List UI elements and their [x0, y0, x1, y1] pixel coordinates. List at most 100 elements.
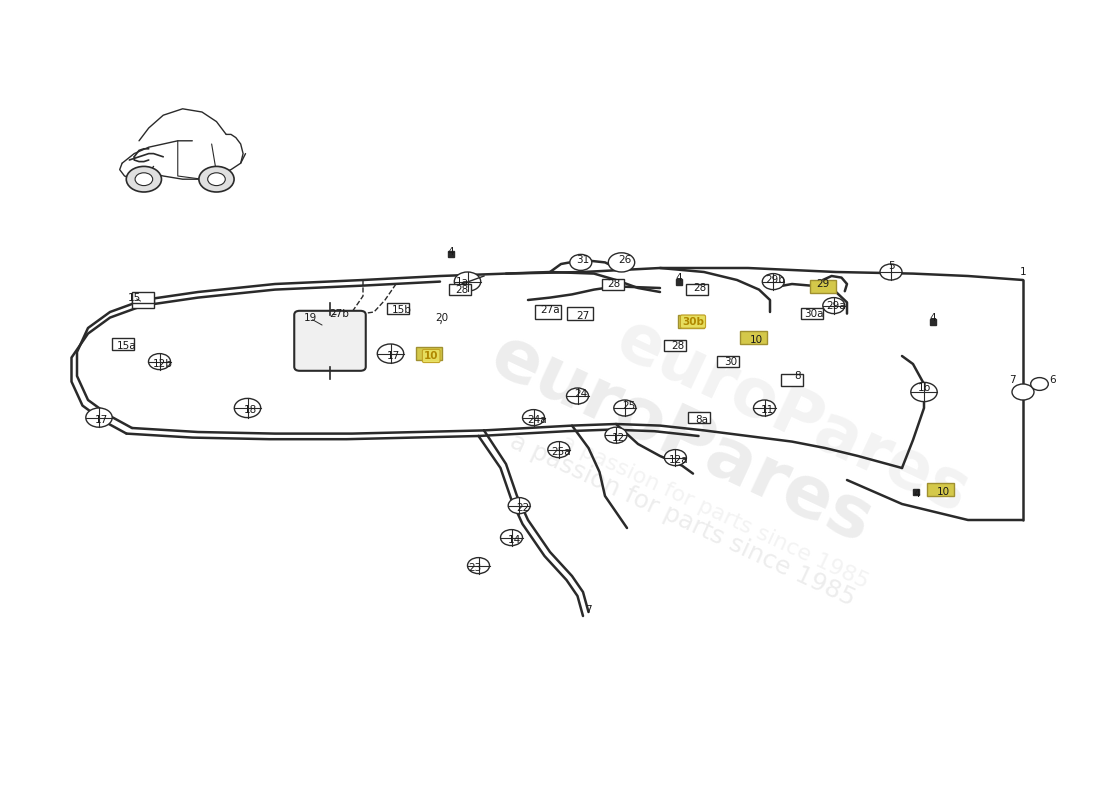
Text: 19: 19: [304, 314, 317, 323]
Circle shape: [454, 272, 481, 291]
Circle shape: [468, 558, 490, 574]
Circle shape: [234, 398, 261, 418]
Circle shape: [911, 382, 937, 402]
Bar: [927, 483, 954, 496]
Text: 28: 28: [693, 283, 706, 293]
Text: 20: 20: [436, 314, 449, 323]
Text: 8a: 8a: [695, 415, 708, 425]
Text: 1: 1: [1020, 267, 1026, 277]
Circle shape: [86, 408, 112, 427]
Text: 29b: 29b: [766, 275, 785, 285]
Circle shape: [762, 274, 784, 290]
Text: 10: 10: [750, 335, 763, 345]
Circle shape: [208, 173, 226, 186]
Text: a passion for parts since 1985: a passion for parts since 1985: [506, 429, 858, 611]
Circle shape: [566, 388, 588, 404]
Text: 28: 28: [671, 341, 684, 350]
Text: 12a: 12a: [669, 455, 689, 465]
Bar: [686, 284, 708, 295]
Circle shape: [126, 166, 162, 192]
Text: 11: 11: [761, 405, 774, 414]
Circle shape: [880, 264, 902, 280]
Bar: [535, 306, 561, 318]
Text: 17: 17: [387, 351, 400, 361]
Text: 12b: 12b: [153, 359, 173, 369]
Text: 8: 8: [794, 371, 801, 381]
Circle shape: [199, 166, 234, 192]
Circle shape: [1031, 378, 1048, 390]
Circle shape: [664, 450, 686, 466]
Bar: [740, 331, 767, 344]
Circle shape: [522, 410, 544, 426]
Bar: [449, 284, 471, 295]
Bar: [112, 338, 134, 350]
Circle shape: [135, 173, 153, 186]
Bar: [688, 412, 710, 423]
Text: 4: 4: [448, 247, 454, 257]
Bar: [664, 340, 686, 351]
Bar: [132, 297, 154, 308]
Text: 29: 29: [816, 279, 829, 289]
Circle shape: [754, 400, 776, 416]
Text: 30a: 30a: [804, 309, 824, 318]
Text: 24a: 24a: [527, 415, 547, 425]
Text: 15a: 15a: [117, 341, 136, 350]
Text: 25: 25: [623, 402, 636, 411]
Text: 1b: 1b: [917, 383, 931, 393]
Text: 5: 5: [888, 262, 894, 271]
Text: 27: 27: [576, 311, 590, 321]
Text: 23: 23: [469, 563, 482, 573]
Text: 27a: 27a: [540, 306, 560, 315]
Circle shape: [548, 442, 570, 458]
Text: 10: 10: [424, 351, 439, 361]
Bar: [810, 280, 836, 293]
Bar: [717, 356, 739, 367]
Circle shape: [570, 254, 592, 270]
Bar: [132, 292, 154, 303]
Bar: [416, 347, 442, 360]
Circle shape: [605, 427, 627, 443]
Bar: [801, 308, 823, 319]
Text: 10: 10: [937, 487, 950, 497]
Text: euroPares: euroPares: [481, 322, 883, 558]
FancyBboxPatch shape: [294, 311, 365, 371]
Text: 30b: 30b: [682, 317, 704, 326]
Text: 24: 24: [574, 389, 587, 398]
Text: 31: 31: [576, 255, 590, 265]
Circle shape: [148, 354, 170, 370]
Text: 15: 15: [128, 293, 141, 302]
Circle shape: [1012, 384, 1034, 400]
Text: 18: 18: [244, 406, 257, 415]
Circle shape: [823, 298, 845, 314]
Bar: [566, 307, 593, 320]
Text: 25a: 25a: [551, 447, 571, 457]
Text: 1a: 1a: [455, 277, 469, 286]
Text: a passion for parts since 1985: a passion for parts since 1985: [558, 432, 872, 592]
Circle shape: [508, 498, 530, 514]
Text: 26: 26: [618, 255, 631, 265]
Text: 29a: 29a: [826, 301, 846, 310]
Circle shape: [614, 400, 636, 416]
Bar: [602, 279, 624, 290]
Text: 28: 28: [455, 285, 469, 294]
Text: 4: 4: [930, 314, 936, 323]
Text: 7: 7: [1009, 375, 1015, 385]
Circle shape: [377, 344, 404, 363]
Text: 6: 6: [1049, 375, 1056, 385]
Text: 4: 4: [675, 274, 682, 283]
Bar: [678, 315, 704, 328]
Text: 30: 30: [724, 357, 737, 366]
Bar: [387, 303, 409, 314]
Circle shape: [500, 530, 522, 546]
Text: 17: 17: [95, 415, 108, 425]
Text: 7: 7: [585, 605, 592, 614]
Text: euroPares: euroPares: [605, 306, 979, 526]
Bar: [781, 374, 803, 386]
Text: 12: 12: [612, 433, 625, 442]
Text: 22: 22: [516, 503, 529, 513]
Text: 28: 28: [607, 279, 620, 289]
Text: 15b: 15b: [392, 306, 411, 315]
Text: 27b: 27b: [329, 309, 349, 318]
Text: 4: 4: [913, 490, 920, 499]
Text: 14: 14: [508, 535, 521, 545]
